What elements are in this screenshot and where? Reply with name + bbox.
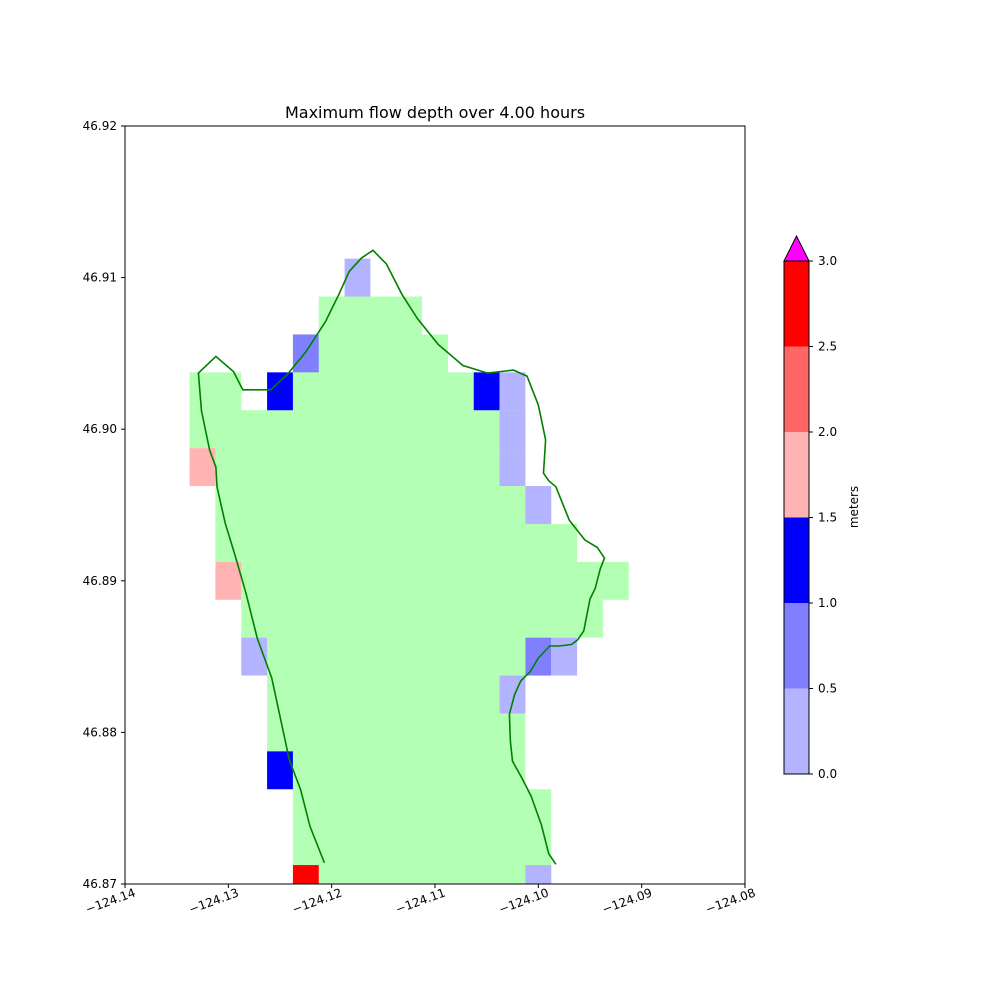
land-cell [292,789,552,828]
land-cell [215,448,526,487]
land-cell [292,372,500,411]
flow-depth-cell [292,334,319,373]
y-tick-label: 46.88 [83,725,117,739]
colorbar-bin [784,432,809,518]
flow-depth-cell [525,637,552,676]
y-tick-label: 46.89 [83,574,117,588]
flow-depth-cell [499,372,526,411]
x-tick-label: −124.13 [187,886,241,917]
y-tick-label: 46.92 [83,119,117,133]
colorbar-bin [784,603,809,689]
colorbar-tick-label: 2.0 [818,425,837,439]
land-cell [267,637,552,676]
land-cell [241,561,629,600]
plot-area [189,249,629,884]
land-cell [292,751,526,790]
y-tick-label: 46.91 [83,271,117,285]
land-cell [267,675,526,714]
x-tick-label: −124.12 [290,886,344,917]
colorbar: 0.0 0.5 1.0 1.5 2.0 2.5 3.0 [783,234,837,781]
flow-depth-cell [499,410,526,449]
colorbar-bin [784,517,809,603]
land-cell [215,523,578,562]
x-tick-label: −124.09 [600,886,654,917]
x-axis: −124.14 −124.13 −124.12 −124.11 −124.10 −124.… [84,884,758,917]
flow-depth-cell [292,865,319,884]
land-cell [292,827,552,866]
flow-depth-cell [344,258,371,297]
land-cell [267,713,526,752]
land-cell [318,865,552,884]
chart-title: Maximum flow depth over 4.00 hours [285,103,585,122]
flow-depth-cell [525,865,552,884]
land-cell [215,486,552,524]
y-tick-label: 46.90 [83,422,117,436]
flow-depth-cell [267,372,293,411]
colorbar-tick-label: 1.0 [818,596,837,610]
colorbar-bin [784,261,809,347]
colorbar-extend-arrow [783,234,810,262]
x-tick-label: −124.08 [704,886,758,917]
y-axis: 46.87 46.88 46.89 46.90 46.91 46.92 [83,119,125,891]
colorbar-tick-label: 1.5 [818,511,837,525]
colorbar-tick-label: 0.0 [818,767,837,781]
land-cell [189,410,526,449]
colorbar-bin [784,688,809,774]
flow-depth-cell [215,561,242,600]
x-tick-label: −124.10 [497,886,551,917]
flow-depth-cell [241,637,268,676]
colorbar-tick-label: 2.5 [818,340,837,354]
land-cell [344,296,423,335]
flow-depth-cell [473,372,500,411]
colorbar-label: meters [847,486,861,528]
x-tick-label: −124.11 [394,886,448,917]
land-cell [189,372,242,411]
flow-depth-cell [525,486,552,524]
coastline [197,249,606,865]
flow-depth-cell [499,448,526,487]
colorbar-bin [784,346,809,432]
colorbar-tick-label: 3.0 [818,254,837,268]
colorbar-tick-label: 0.5 [818,682,837,696]
y-tick-label: 46.87 [83,877,117,891]
land-cell [241,599,603,638]
